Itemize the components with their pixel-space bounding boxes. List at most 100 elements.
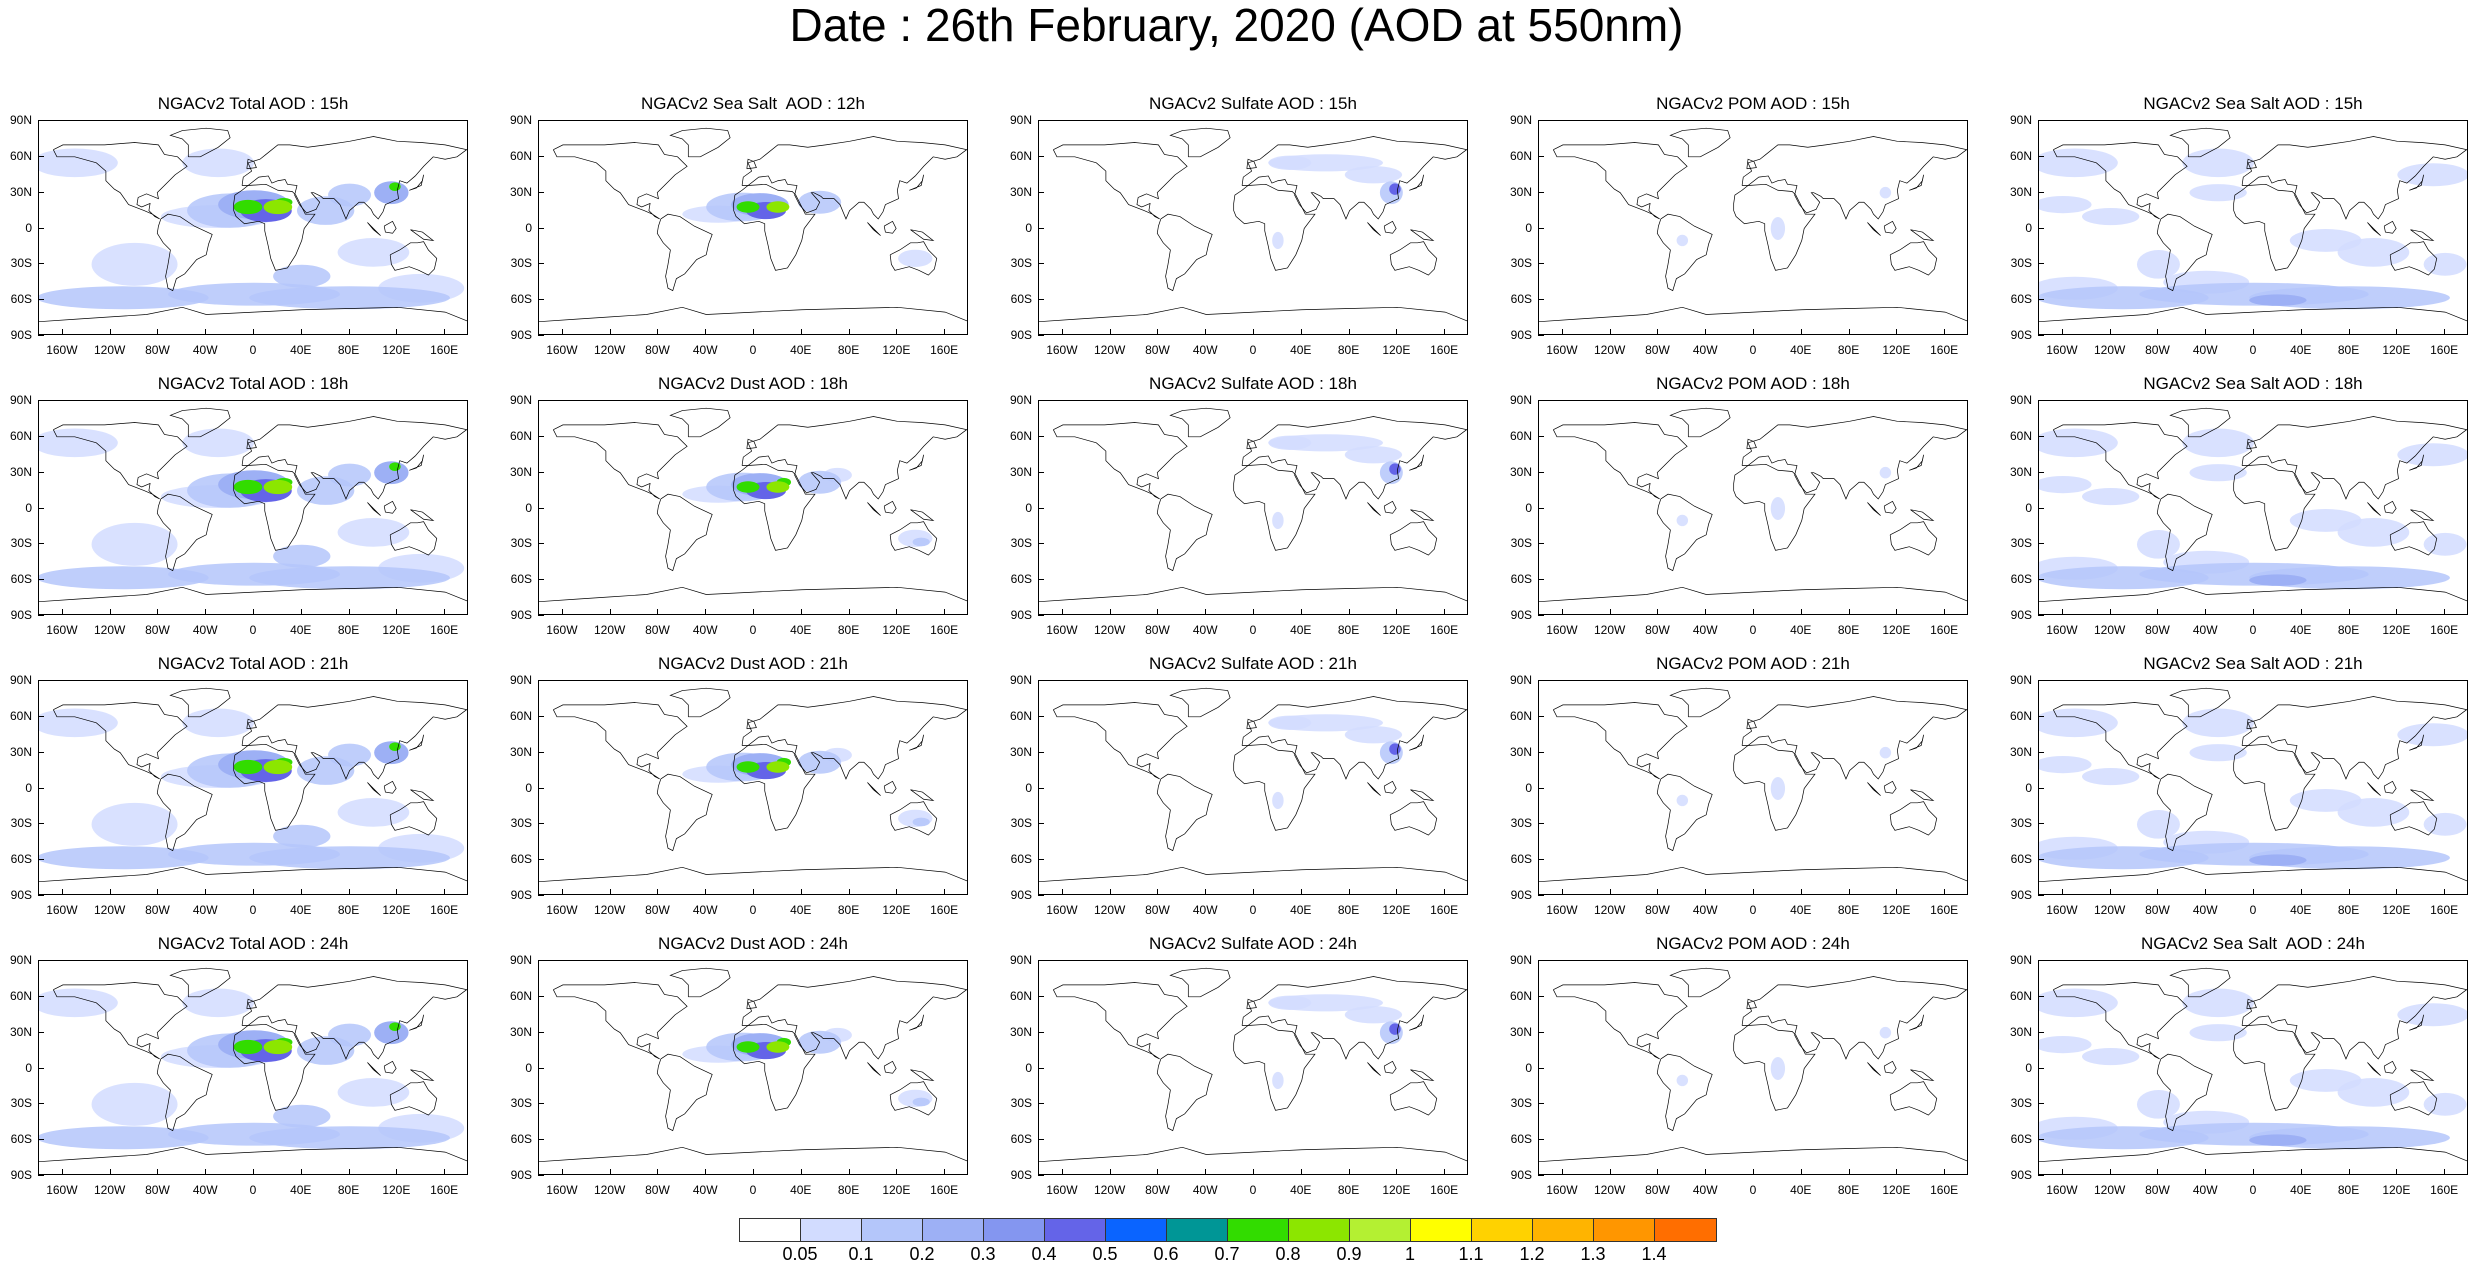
coastline: [741, 136, 967, 220]
lat-tick: [1538, 435, 1544, 437]
panel-title: NGACv2 Sulfate AOD : 15h: [1149, 94, 1357, 113]
colorbar-swatch: [1289, 1219, 1350, 1241]
aerosol-plume: [2337, 1078, 2410, 1107]
coastline: [2383, 780, 2397, 794]
lat-tick-label: 30N: [1509, 464, 1532, 479]
lat-tick-label: 60S: [2010, 572, 2032, 587]
lat-tick-label: 30N: [1009, 1024, 1032, 1039]
lon-tick: [705, 609, 707, 615]
coastline: [156, 773, 213, 852]
lat-tick-label: 30N: [9, 1024, 32, 1039]
lon-tick-label: 80E: [337, 903, 360, 917]
colorbar-swatch: [1533, 1219, 1594, 1241]
coastline: [1156, 773, 1213, 852]
lat-tick: [538, 715, 544, 717]
coastline: [233, 1023, 316, 1111]
lon-tick: [1157, 329, 1159, 335]
coastline: [1889, 801, 1938, 836]
lat-tick-label: 60S: [1510, 572, 1532, 587]
lon-tick-label: 40W: [692, 1183, 718, 1197]
lon-tick: [61, 889, 63, 895]
lon-tick: [753, 1169, 754, 1175]
aerosol-plume: [39, 1126, 209, 1150]
aerosol-plume: [2082, 487, 2140, 506]
lat-tick: [1538, 1067, 1544, 1069]
lon-tick: [1561, 1169, 1563, 1175]
coastline: [2367, 1062, 2381, 1076]
world-map: [1038, 400, 1468, 615]
coastline: [53, 702, 188, 780]
lon-tick-label: 160W: [1046, 1183, 1078, 1197]
lon-tick: [2444, 889, 2446, 895]
lat-tick-label: 30S: [510, 536, 532, 551]
lon-tick: [157, 1169, 159, 1175]
aod-field: [2039, 967, 2467, 1163]
lon-tick: [1205, 1169, 1207, 1175]
lat-tick: [1038, 859, 1044, 861]
lon-tick: [157, 889, 159, 895]
lat-tick: [38, 191, 44, 193]
lon-tick-label: 80W: [1145, 623, 1170, 637]
lon-tick-label: 80W: [145, 623, 170, 637]
coastline: [883, 1060, 897, 1074]
lon-tick-label: 40W: [692, 623, 718, 637]
coastline: [39, 1146, 467, 1163]
aerosol-plume: [1268, 715, 1312, 730]
lon-tick: [2061, 329, 2063, 335]
lon-tick-label: 160W: [546, 1183, 578, 1197]
lon-tick-label: 80E: [2337, 343, 2360, 357]
panel-title: NGACv2 POM AOD : 21h: [1656, 654, 1850, 673]
coastline: [53, 142, 188, 220]
aerosol-plume: [1272, 231, 1284, 250]
lon-tick: [1109, 889, 1111, 895]
lon-tick: [2348, 329, 2350, 335]
coastline: [1889, 1081, 1938, 1116]
lat-tick-label: 60S: [2010, 1132, 2032, 1147]
lat-tick-label: 30N: [2009, 744, 2032, 759]
lon-tick: [2348, 889, 2350, 895]
lat-tick: [2038, 299, 2044, 301]
lon-tick: [657, 1169, 659, 1175]
lon-tick: [157, 329, 159, 335]
lon-tick-label: 40E: [1290, 623, 1312, 637]
lat-tick-label: 60N: [1509, 708, 1532, 723]
lat-tick-label: 60N: [509, 708, 532, 723]
coastline: [1409, 734, 1424, 751]
lon-tick-label: 80E: [337, 1183, 360, 1197]
coastline: [2409, 1014, 2424, 1031]
coastline: [910, 789, 935, 801]
lat-tick-label: 90S: [1510, 608, 1532, 622]
lon-tick-label: 120E: [1882, 903, 1911, 917]
coastline: [1169, 127, 1231, 158]
lat-tick-label: 0: [2025, 220, 2032, 235]
lon-tick: [61, 329, 63, 335]
aerosol-plume: [2189, 1024, 2247, 1042]
aerosol-plume: [328, 1023, 372, 1047]
lon-tick-label: 80E: [337, 623, 360, 637]
aerosol-plume: [233, 1039, 263, 1055]
aerosol-plume: [263, 199, 293, 215]
lon-tick: [1800, 329, 1802, 335]
aerosol-plume: [2082, 207, 2140, 226]
lon-tick: [1944, 609, 1946, 615]
lon-tick: [944, 889, 946, 895]
coastline: [156, 213, 213, 292]
lat-tick-label: 60N: [1009, 988, 1032, 1003]
panel-title: NGACv2 Dust AOD : 24h: [658, 934, 848, 953]
aerosol-plume: [1770, 777, 1786, 800]
lon-tick: [1061, 329, 1063, 335]
coastline: [2367, 782, 2381, 796]
lat-tick-label: 90S: [1010, 1168, 1032, 1182]
lon-tick: [253, 1169, 254, 1175]
coastline: [409, 734, 424, 751]
lon-tick-label: 40W: [2192, 903, 2218, 917]
lon-tick-label: 120E: [1382, 903, 1411, 917]
lon-tick-label: 80W: [645, 343, 670, 357]
aerosol-plume: [1770, 1057, 1786, 1080]
lon-tick: [1300, 1169, 1302, 1175]
aerosol-plume: [1676, 1074, 1689, 1087]
lon-tick-label: 80E: [1337, 903, 1360, 917]
lon-tick-label: 120E: [1382, 343, 1411, 357]
lon-tick: [1896, 609, 1898, 615]
coastline: [410, 789, 435, 801]
